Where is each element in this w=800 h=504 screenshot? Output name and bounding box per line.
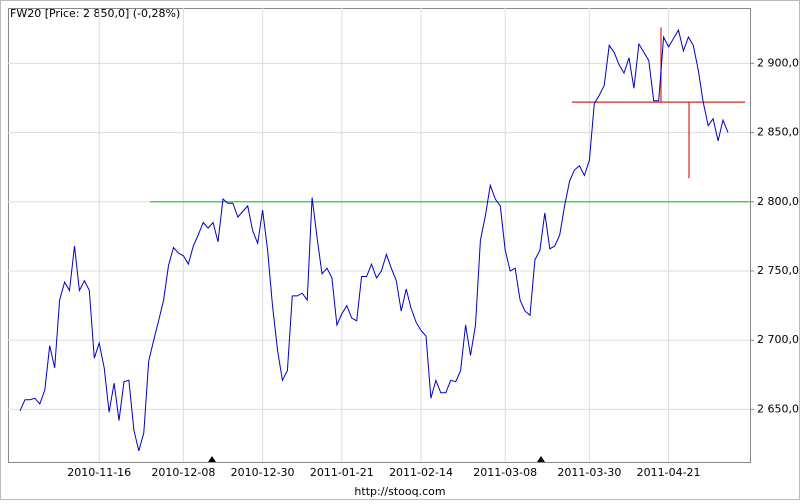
x-tick-label: 2011-03-30 [557, 466, 621, 479]
marker [208, 456, 216, 462]
x-tick-label: 2011-04-21 [637, 466, 701, 479]
y-tick-label: 2 900,0 [757, 56, 799, 69]
x-tick-label: 2010-12-30 [231, 466, 295, 479]
price-line [19, 28, 729, 452]
y-tick-label: 2 850,0 [757, 126, 799, 139]
y-tick-label: 2 700,0 [757, 333, 799, 346]
x-tick-label: 2011-02-14 [389, 466, 453, 479]
chart-title: FW20 [Price: 2 850,0] (-0,28%) [10, 7, 180, 20]
y-tick-label: 2 650,0 [757, 402, 799, 415]
x-tick-label: 2011-01-21 [310, 466, 374, 479]
footer: http://stooq.com [354, 485, 445, 498]
x-tick-label: 2010-12-08 [151, 466, 215, 479]
marker [537, 456, 545, 462]
x-tick-label: 2010-11-16 [67, 466, 131, 479]
y-tick-label: 2 800,0 [757, 195, 799, 208]
x-tick-label: 2011-03-08 [473, 466, 537, 479]
y-tick-label: 2 750,0 [757, 264, 799, 277]
plot-area [8, 8, 751, 463]
